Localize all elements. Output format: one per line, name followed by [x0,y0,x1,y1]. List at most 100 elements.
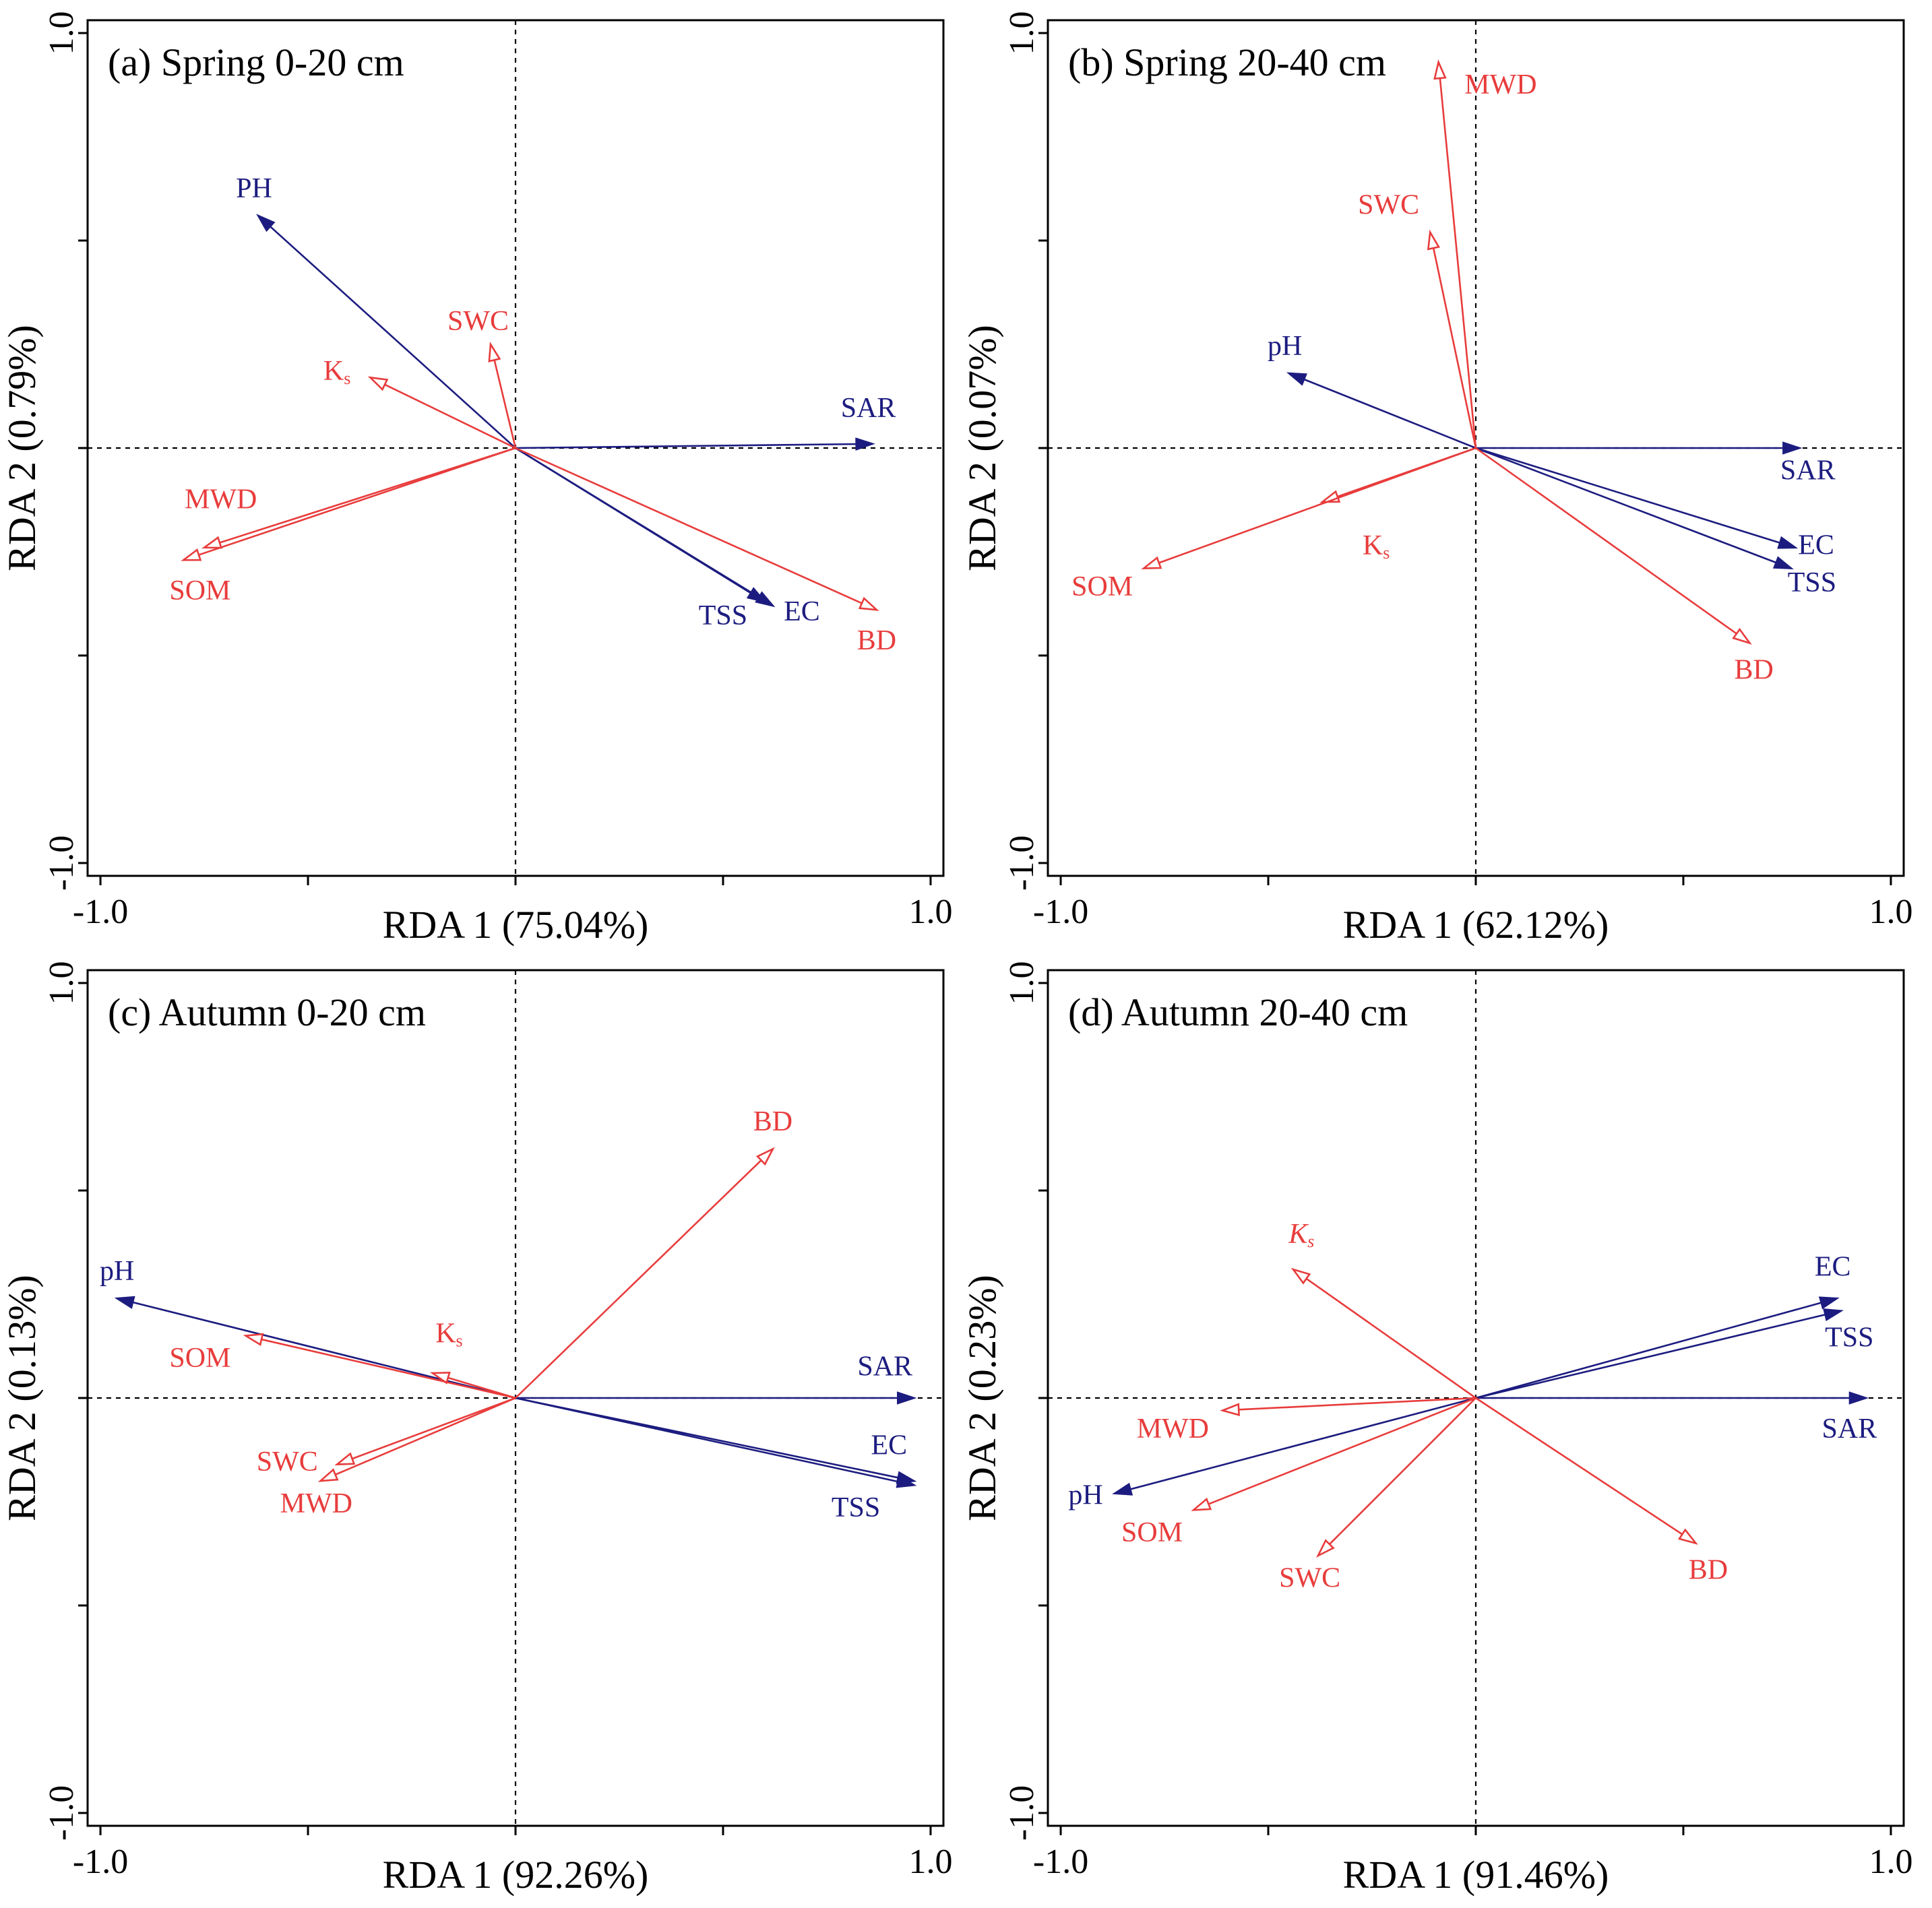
panel-c-label-bd: BD [753,1106,792,1137]
panel-d-x-tick-min: -1.0 [1033,1843,1088,1881]
panel-b-arrowhead-tss [1772,556,1794,570]
panel-c-arrowhead-sar [897,1391,917,1405]
panel-b-x-tick-min: -1.0 [1033,893,1088,931]
panel-a-vector-bd [515,447,877,611]
panel-d-vector-ks [1292,1268,1476,1399]
panel-a-arrowhead-bd [858,596,879,611]
panel-d-label-ks: Ks [1288,1218,1314,1250]
panel-d-vector-ec [1475,1297,1838,1399]
panel-d-arrowhead-mwd [1220,1403,1240,1417]
panel-d-label-swc: SWC [1279,1563,1340,1594]
panel-d-arrowhead-sar [1848,1391,1869,1405]
panel-c-arrowhead-ph [114,1296,135,1309]
panel-c-x-tick-max: 1.0 [908,1843,952,1881]
panel-b-arrowhead-mwd [1433,59,1447,80]
panel-c-vector-tss [515,1397,914,1486]
panel-b-label-som: SOM [1071,571,1133,602]
panel-c-vector-swc [336,1397,516,1465]
panel-b-label-ph: pH [1268,331,1302,362]
panel-c-label-mwd: MWD [280,1488,352,1519]
panel-c-vector-ph [117,1297,516,1399]
panel-c-label-ph: pH [100,1256,134,1287]
panel-d-label-tss: TSS [1825,1322,1873,1353]
panel-a-vector-sar [515,443,873,449]
panel-a-x-axis-label: RDA 1 (75.04%) [383,903,649,947]
panel-b-label-mwd: MWD [1464,69,1536,100]
panel-b-arrowhead-bd [1732,627,1752,645]
panel-a-label-ph: PH [236,173,272,204]
panel-a-arrowhead-swc [488,341,501,362]
panel-b-arrowhead-swc [1427,229,1441,251]
panel-b-x-tick-max: 1.0 [1869,893,1912,931]
panel-a-arrowhead-ks [367,376,389,391]
panel-b-vector-som [1143,447,1476,569]
panel-d-vectors: EC TSS SAR pH Ks MWD SOM SWC BD [1068,1218,1877,1593]
panel-a-ticks [78,32,932,885]
panel-b-arrowhead-ph [1286,372,1307,386]
panel-a-x-tick-max: 1.0 [908,893,952,931]
panel-b-y-axis-label: RDA 2 (0.07%) [960,325,1004,571]
panel-a-vector-swc [489,344,517,449]
panel-c-vector-mwd [319,1397,516,1482]
panel-b-vectors: pH SAR EC TSS MWD SWC Ks SOM BD [1071,59,1836,685]
panel-d-y-tick-max: 1.0 [1003,961,1041,1005]
panel-d-vector-som [1193,1397,1476,1511]
panel-a-label-sar: SAR [841,393,896,424]
panel-a-y-tick-min: -1.0 [42,835,81,891]
panel-d-vector-mwd [1222,1397,1476,1411]
panel-c-label-som: SOM [169,1343,230,1374]
panel-b-y-tick-min: -1.0 [1003,835,1041,891]
panel-c-arrowhead-swc [334,1452,356,1466]
panel-c-label-ks: Ks [435,1318,462,1350]
panel-d-label-mwd: MWD [1137,1413,1209,1444]
panel-c-arrowhead-tss [896,1475,917,1488]
panel-b-y-tick-max: 1.0 [1003,11,1041,55]
panel-c-y-tick-min: -1.0 [42,1785,81,1841]
panel-a-y-axis-label: RDA 2 (0.79%) [0,325,44,571]
panel-c-y-tick-max: 1.0 [42,961,81,1005]
panel-a-vector-ec [515,447,774,607]
panel-c-arrowhead-som [243,1333,264,1346]
panel-b-vector-ph [1288,372,1476,449]
panel-d-x-axis-label: RDA 1 (91.46%) [1343,1853,1609,1897]
panel-a-title: (a) Spring 0-20 cm [108,40,404,84]
panel-d-arrowhead-tss [1823,1308,1844,1322]
panel-d-y-tick-min: -1.0 [1003,1785,1041,1841]
panel-a-label-ks: Ks [323,356,350,388]
panel-d-arrowhead-bd [1677,1528,1698,1545]
panel-c-y-axis-label: RDA 2 (0.13%) [0,1275,44,1521]
panel-d-x-tick-max: 1.0 [1869,1843,1912,1881]
panel-d-arrowhead-ph [1112,1482,1133,1496]
panel-a-label-som: SOM [169,575,230,606]
panel-b-title: (b) Spring 20-40 cm [1068,40,1386,84]
panel-a-label-mwd: MWD [185,484,257,515]
panel-b-label-sar: SAR [1780,455,1836,486]
panel-b-arrowhead-som [1141,556,1162,569]
panel-b-vector-bd [1475,447,1751,644]
panel-c-arrowhead-mwd [317,1468,339,1482]
panel-d-arrowhead-ks [1290,1267,1311,1285]
panel-a-vector-ks [369,377,516,449]
panel-d-vector-bd [1475,1397,1697,1544]
panel-c-label-swc: SWC [257,1446,318,1477]
panel-b-vector-mwd [1437,62,1477,449]
panel-c-ticks [78,982,932,1835]
panel-a-arrowhead-mwd [201,536,223,549]
panel-c-label-ec: EC [871,1430,908,1461]
panel-b-arrowhead-ec [1777,536,1799,549]
panel-b-label-bd: BD [1735,654,1774,685]
panel-a-label-swc: SWC [447,306,509,337]
panel-c-x-tick-min: -1.0 [73,1843,128,1881]
panel-c-vector-som [245,1335,516,1399]
panel-b-vector-swc [1429,232,1477,449]
panel-a-arrowhead-sar [855,437,875,451]
panel-d-label-ph: pH [1068,1480,1102,1510]
panel-a-vector-som [183,447,516,561]
panel-d-label-bd: BD [1689,1554,1728,1585]
panel-d-vector-swc [1317,1397,1476,1556]
panel-b-label-ec: EC [1798,530,1834,561]
panel-d-arrowhead-swc [1315,1539,1335,1558]
panel-c: pH SAR EC TSS BD Ks SOM SWC MWD (c) Autumn 0-20 … [0,961,952,1897]
panel-d-vector-ph [1114,1397,1476,1494]
panel-a-label-bd: BD [857,625,896,656]
